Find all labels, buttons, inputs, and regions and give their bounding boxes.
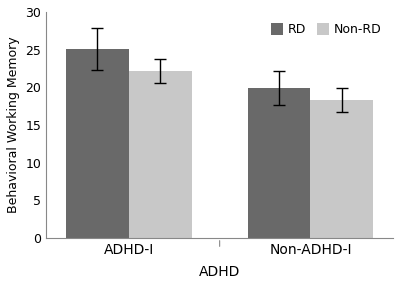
Bar [129,71,192,238]
Bar [248,88,310,238]
Y-axis label: Behavioral Working Memory: Behavioral Working Memory [7,37,20,213]
Bar [66,49,129,238]
Legend: RD, Non-RD: RD, Non-RD [266,18,387,41]
X-axis label: ADHD: ADHD [199,265,240,279]
Bar [310,100,373,238]
